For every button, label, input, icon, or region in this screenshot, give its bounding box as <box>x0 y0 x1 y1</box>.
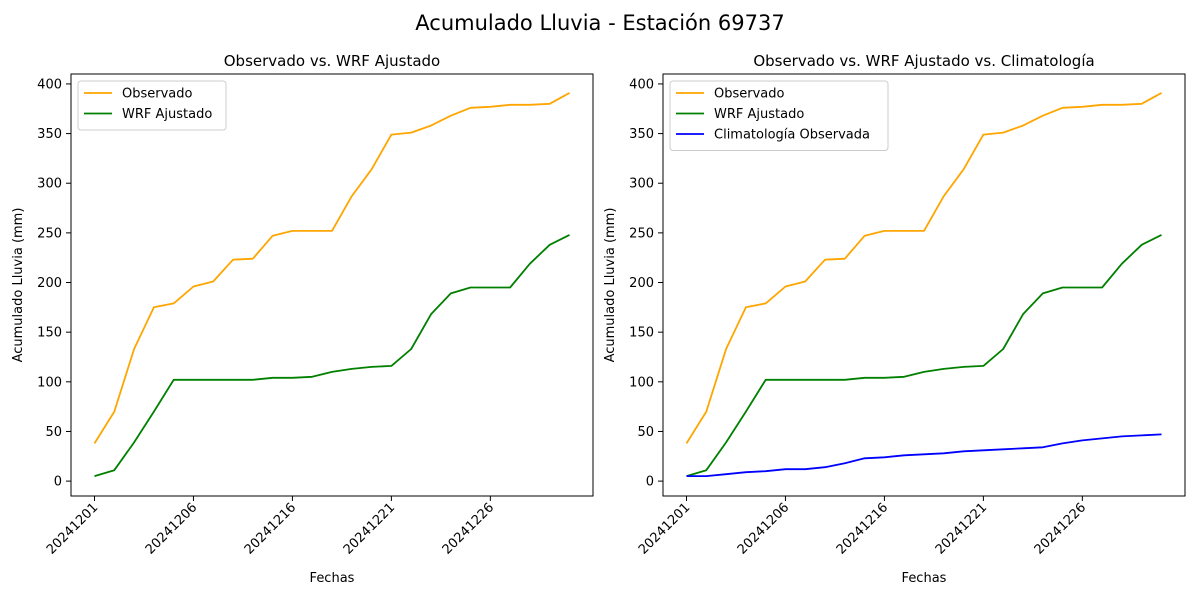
x-tick-label: 20241206 <box>143 500 200 557</box>
y-tick-label: 150 <box>37 326 62 341</box>
y-tick-label: 350 <box>37 127 62 142</box>
y-tick-label: 400 <box>629 77 654 92</box>
y-tick-label: 0 <box>54 475 62 490</box>
y-tick-label: 250 <box>629 226 654 241</box>
y-tick-label: 0 <box>646 475 654 490</box>
x-tick-label: 20241216 <box>242 500 299 557</box>
x-axis-label: Fechas <box>310 571 355 586</box>
y-axis-label: Acumulado Lluvia (mm) <box>603 208 618 363</box>
y-tick-label: 300 <box>37 177 62 192</box>
y-axis-label: Acumulado Lluvia (mm) <box>11 208 26 363</box>
x-tick-label: 20241216 <box>834 500 891 557</box>
y-tick-label: 50 <box>637 425 654 440</box>
panel-title: Observado vs. WRF Ajustado <box>224 52 440 70</box>
series-line-climatolog-a-observada <box>686 433 1162 478</box>
y-tick-label: 100 <box>629 375 654 390</box>
x-tick-label: 20241201 <box>636 500 693 557</box>
series-line-wrf-ajustado <box>94 234 570 477</box>
series-line-observado <box>93 92 570 444</box>
legend-label: Observado <box>122 87 193 102</box>
y-tick-label: 50 <box>45 425 62 440</box>
chart-panel-2: Observado vs. WRF Ajustado vs. Climatolo… <box>603 52 1186 586</box>
chart-panel-1: Observado vs. WRF Ajustado 0 50 100 150 200 25… <box>11 52 594 586</box>
legend-box <box>669 80 889 151</box>
y-tick-label: 150 <box>629 326 654 341</box>
y-tick-label: 300 <box>629 177 654 192</box>
y-tick-label: 200 <box>629 276 654 291</box>
legend-label: Climatología Observada <box>714 128 870 143</box>
legend-label: WRF Ajustado <box>122 107 212 122</box>
series-line-observado <box>685 92 1162 444</box>
x-axis-label: Fechas <box>902 571 947 586</box>
axes-frame <box>70 73 594 497</box>
x-tick-label: 20241226 <box>1032 500 1089 557</box>
axes-frame <box>662 73 1186 497</box>
y-tick-label: 400 <box>37 77 62 92</box>
panel-title: Observado vs. WRF Ajustado vs. Climatolo… <box>753 52 1094 70</box>
x-tick-label: 20241226 <box>440 500 497 557</box>
y-tick-label: 200 <box>37 276 62 291</box>
x-tick-label: 20241221 <box>933 500 990 557</box>
y-tick-label: 250 <box>37 226 62 241</box>
legend-label: WRF Ajustado <box>714 107 804 122</box>
legend-box <box>77 80 227 131</box>
x-tick-label: 20241201 <box>44 500 101 557</box>
x-tick-label: 20241206 <box>735 500 792 557</box>
series-line-wrf-ajustado <box>686 234 1162 477</box>
x-tick-label: 20241221 <box>341 500 398 557</box>
figure-title: Acumulado Lluvia - Estación 69737 <box>415 11 784 35</box>
legend-label: Observado <box>714 87 785 102</box>
y-tick-label: 350 <box>629 127 654 142</box>
y-tick-label: 100 <box>37 375 62 390</box>
